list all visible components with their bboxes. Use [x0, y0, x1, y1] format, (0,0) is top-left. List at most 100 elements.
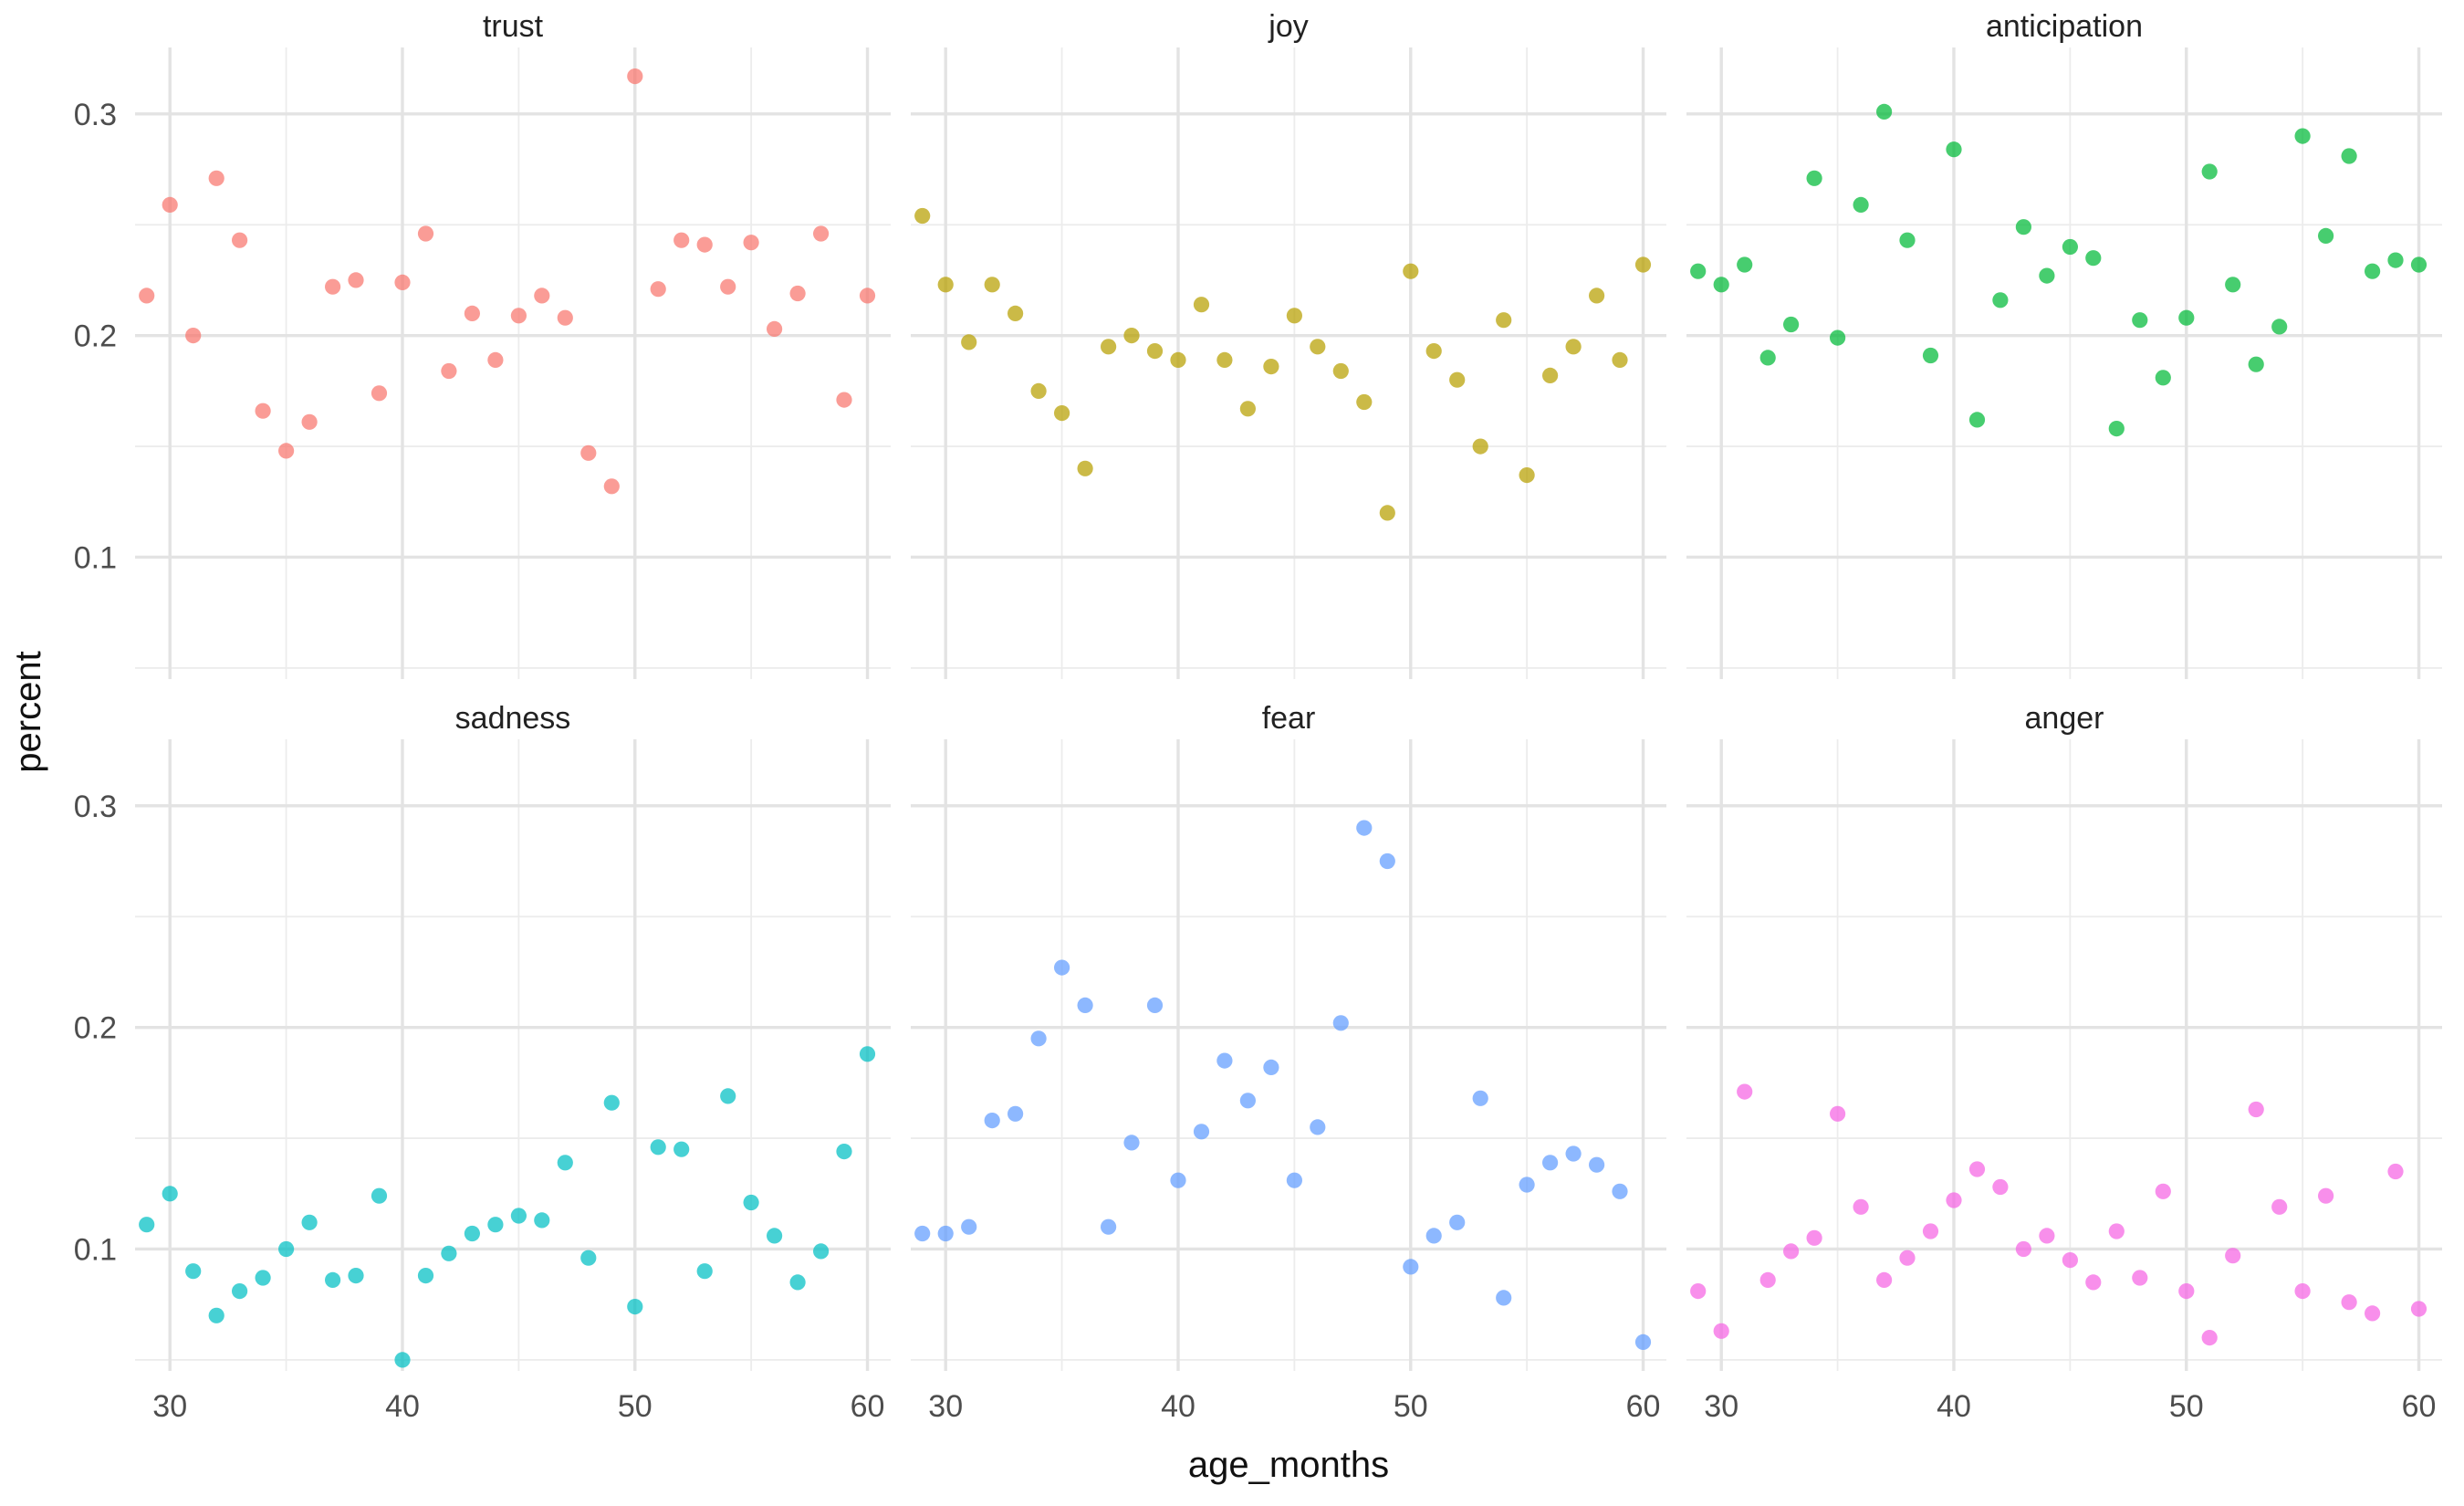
- data-point-anticipation: [2318, 227, 2334, 244]
- data-point-joy: [1565, 339, 1582, 355]
- data-point-fear: [1193, 1124, 1210, 1140]
- data-point-sadness: [487, 1217, 504, 1233]
- data-point-trust: [232, 232, 248, 248]
- data-point-trust: [348, 272, 364, 288]
- data-point-anger: [1876, 1271, 1893, 1288]
- data-point-trust: [627, 68, 643, 85]
- data-point-fear: [1008, 1105, 1024, 1122]
- data-point-sadness: [813, 1243, 830, 1260]
- data-point-joy: [1496, 312, 1512, 329]
- data-point-trust: [813, 225, 830, 242]
- data-point-anticipation: [2085, 250, 2102, 267]
- data-point-trust: [696, 236, 713, 253]
- data-point-joy: [1146, 343, 1164, 360]
- data-point-joy: [1425, 343, 1442, 360]
- data-point-trust: [743, 235, 759, 251]
- data-point-trust: [650, 281, 666, 298]
- data-point-fear: [1589, 1156, 1605, 1173]
- data-point-fear: [1403, 1259, 1419, 1275]
- data-point-joy: [1356, 393, 1373, 411]
- data-point-anger: [2085, 1274, 2102, 1291]
- x-axis-title: age_months: [1188, 1445, 1389, 1485]
- x-tick-label: 50: [2169, 1389, 2204, 1424]
- data-point-sadness: [696, 1263, 713, 1280]
- data-point-anger: [1713, 1323, 1729, 1339]
- data-point-fear: [1612, 1183, 1628, 1199]
- data-point-anger: [2248, 1101, 2264, 1118]
- data-point-fear: [1101, 1218, 1117, 1235]
- data-point-fear: [1332, 1015, 1349, 1031]
- data-point-joy: [984, 277, 1000, 293]
- data-point-anticipation: [1968, 412, 1986, 428]
- data-point-anger: [2015, 1240, 2031, 1258]
- data-point-anticipation: [2015, 219, 2031, 235]
- data-point-fear: [1077, 997, 1093, 1013]
- data-point-anger: [1853, 1198, 1869, 1215]
- data-point-trust: [255, 403, 271, 419]
- data-point-sadness: [348, 1268, 364, 1284]
- data-point-anger: [1899, 1250, 1916, 1266]
- data-point-fear: [1425, 1228, 1442, 1244]
- x-tick-label: 30: [928, 1389, 963, 1424]
- data-point-trust: [208, 170, 224, 186]
- y-tick-label: 0.3: [74, 790, 117, 824]
- data-point-anticipation: [2410, 256, 2427, 273]
- data-point-anticipation: [1922, 347, 1939, 364]
- data-point-anger: [2365, 1305, 2381, 1322]
- data-point-sadness: [627, 1299, 643, 1315]
- data-point-sadness: [162, 1186, 178, 1202]
- data-point-trust: [301, 413, 318, 430]
- data-point-anticipation: [2294, 128, 2311, 144]
- data-point-fear: [1123, 1135, 1140, 1151]
- data-point-fear: [1379, 852, 1395, 870]
- y-tick-label: 0.1: [74, 540, 117, 575]
- data-point-joy: [1519, 466, 1535, 484]
- facet-panel-fear: fear: [911, 701, 1666, 1371]
- data-point-anger: [2132, 1270, 2148, 1286]
- data-point-joy: [1263, 359, 1279, 375]
- data-point-fear: [1054, 959, 1070, 976]
- data-point-anger: [2062, 1252, 2078, 1269]
- data-point-trust: [278, 443, 295, 459]
- data-point-joy: [1077, 460, 1093, 476]
- data-point-sadness: [371, 1187, 388, 1204]
- x-tick-label: 40: [1937, 1389, 1971, 1424]
- data-point-joy: [937, 277, 954, 293]
- data-point-sadness: [534, 1212, 550, 1229]
- x-tick-label: 50: [1394, 1389, 1428, 1424]
- data-point-sadness: [836, 1144, 852, 1160]
- data-point-anger: [2108, 1223, 2125, 1239]
- data-point-anticipation: [1759, 350, 1776, 366]
- data-point-sadness: [278, 1240, 295, 1258]
- data-point-trust: [441, 362, 457, 380]
- data-point-fear: [1286, 1172, 1302, 1188]
- data-point-anger: [2155, 1183, 2171, 1199]
- data-point-anticipation: [1992, 292, 2009, 309]
- x-tick-label: 30: [1704, 1389, 1738, 1424]
- data-point-trust: [534, 288, 550, 304]
- data-point-joy: [1030, 382, 1047, 399]
- x-axis-ticks: 30 40 50 60 30 40 50 60 30 40 50 60: [152, 1389, 2436, 1424]
- data-point-joy: [1403, 263, 1419, 279]
- data-point-fear: [1519, 1177, 1535, 1193]
- data-point-fear: [961, 1218, 977, 1235]
- y-tick-label: 0.2: [74, 1011, 117, 1046]
- data-point-joy: [1286, 308, 1302, 324]
- x-tick-label: 40: [385, 1389, 420, 1424]
- data-point-anticipation: [1737, 256, 1753, 273]
- data-point-anticipation: [2108, 421, 2125, 437]
- data-point-anticipation: [1876, 103, 1893, 120]
- data-point-fear: [1239, 1093, 1256, 1109]
- data-point-sadness: [301, 1214, 318, 1230]
- data-point-sadness: [255, 1270, 271, 1286]
- data-point-joy: [1216, 351, 1233, 368]
- data-point-trust: [673, 232, 690, 248]
- data-point-anger: [1806, 1229, 1822, 1246]
- data-point-joy: [1379, 505, 1395, 521]
- data-point-fear: [1263, 1059, 1279, 1075]
- data-point-trust: [836, 392, 852, 408]
- data-point-sadness: [673, 1141, 690, 1157]
- data-point-anticipation: [1830, 329, 1846, 346]
- data-point-joy: [1472, 438, 1488, 455]
- data-point-fear: [937, 1225, 954, 1242]
